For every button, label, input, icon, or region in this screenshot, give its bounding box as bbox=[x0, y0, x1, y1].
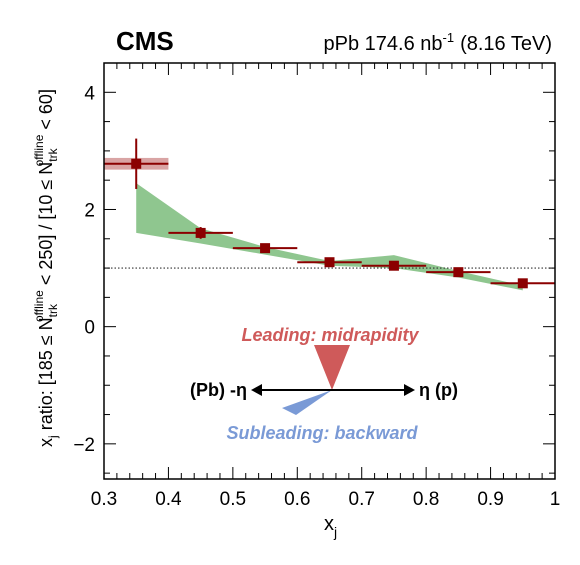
x-tick-label: 0.4 bbox=[155, 489, 182, 510]
x-tick-label: 0.6 bbox=[284, 489, 310, 510]
experiment-label: CMS bbox=[116, 26, 174, 56]
y-tick-label: −2 bbox=[73, 435, 95, 456]
x-axis-label: xj bbox=[324, 513, 337, 540]
run-label-energy: (8.16 TeV) bbox=[460, 33, 552, 55]
x-axis-label-sub: j bbox=[333, 524, 337, 540]
y-tick-label: 2 bbox=[84, 200, 95, 221]
x-tick-label: 0.9 bbox=[477, 489, 503, 510]
model-band bbox=[136, 183, 523, 291]
x-tick-label: 0.3 bbox=[91, 489, 117, 510]
x-tick-label: 0.5 bbox=[220, 489, 246, 510]
data-points-layer bbox=[104, 138, 555, 289]
eta-right-label: η (p) bbox=[419, 380, 458, 400]
eta-left-label: (Pb) -η bbox=[190, 380, 247, 400]
data-point bbox=[388, 260, 399, 271]
y-axis-label: xj ratio: [185 ≤ Ntrkoffline < 250] / [1… bbox=[32, 89, 60, 447]
x-tick-label: 0.7 bbox=[349, 489, 375, 510]
data-point bbox=[131, 158, 142, 169]
leading-triangle bbox=[314, 345, 350, 390]
eta-arrow-left-icon bbox=[251, 384, 262, 396]
leading-annotation: Leading: midrapidity bbox=[241, 325, 419, 345]
eta-arrow-right-icon bbox=[404, 384, 415, 396]
data-point bbox=[324, 257, 335, 268]
plot-frame bbox=[103, 62, 556, 480]
x-axis-label-main: x bbox=[324, 513, 334, 535]
y-tick-label: 0 bbox=[84, 318, 95, 339]
data-point bbox=[517, 278, 528, 289]
axes-layer: 0.3 0.4 0.5 0.6 0.7 0.8 0.9 1 −2 0 2 4 bbox=[73, 62, 561, 510]
x-tick-label: 1 bbox=[550, 489, 561, 510]
data-point bbox=[195, 227, 206, 238]
run-label-main: pPb 174.6 nb bbox=[324, 33, 443, 55]
data-point bbox=[260, 243, 271, 254]
y-tick-label: 4 bbox=[84, 83, 95, 104]
run-label-sup: -1 bbox=[443, 30, 455, 45]
data-point bbox=[453, 267, 464, 278]
model-band-layer bbox=[136, 183, 523, 291]
subleading-triangle bbox=[282, 390, 332, 415]
run-label: pPb 174.6 nb-1 (8.16 TeV) bbox=[324, 30, 552, 55]
subleading-annotation: Subleading: backward bbox=[226, 423, 418, 443]
x-tick-label: 0.8 bbox=[413, 489, 439, 510]
